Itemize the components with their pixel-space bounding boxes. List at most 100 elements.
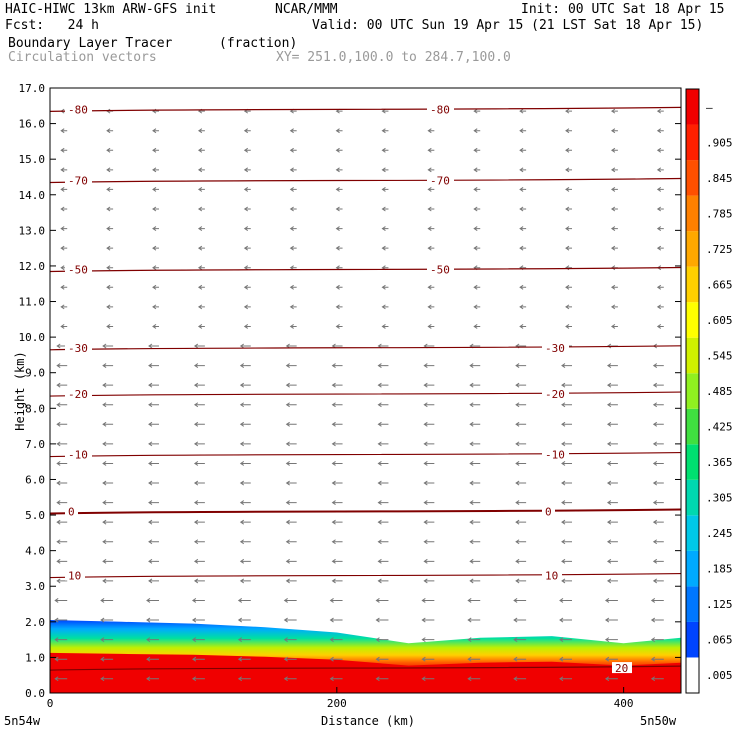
- wind-vector: [102, 402, 114, 408]
- wind-vector: [285, 539, 297, 545]
- y-tick-label: 15.0: [19, 153, 46, 166]
- wind-vector: [152, 245, 159, 251]
- wind-vector: [193, 343, 205, 349]
- contour-label: 10: [68, 570, 81, 583]
- wind-vector: [193, 421, 205, 427]
- wind-vector: [60, 147, 68, 153]
- wind-vector: [381, 304, 389, 310]
- wind-vector: [519, 128, 527, 134]
- wind-vector: [331, 441, 343, 447]
- colorbar-swatch: [686, 195, 699, 232]
- wind-vector: [148, 578, 159, 584]
- wind-vector: [100, 676, 114, 682]
- wind-vector: [421, 637, 435, 643]
- wind-vector: [331, 382, 343, 388]
- wind-vector: [473, 128, 481, 134]
- wind-vector: [237, 617, 251, 623]
- wind-vector: [515, 363, 527, 369]
- temperature-contour: [49, 391, 682, 397]
- wind-vector: [191, 656, 205, 662]
- wind-vector: [473, 187, 481, 192]
- wind-vector: [561, 363, 573, 369]
- temperature-contour: [49, 266, 682, 273]
- wind-vector: [473, 147, 481, 153]
- wind-vector: [335, 206, 343, 212]
- wind-vector: [239, 441, 251, 447]
- wind-vector: [606, 558, 618, 564]
- wind-vector: [606, 578, 618, 584]
- contour-label: -80: [68, 103, 88, 116]
- colorbar-swatch: [686, 444, 699, 480]
- wind-vector: [469, 480, 481, 486]
- wind-vector: [606, 500, 618, 506]
- wind-vector: [239, 421, 251, 427]
- wind-vector: [191, 598, 205, 603]
- wind-vector: [469, 558, 481, 564]
- wind-vector: [515, 480, 527, 486]
- contour-label-bg: [65, 388, 92, 400]
- wind-vector: [656, 284, 664, 290]
- wind-vector: [331, 363, 343, 369]
- wind-vector: [56, 441, 68, 447]
- wind-vector: [60, 187, 68, 192]
- wind-vector: [197, 226, 205, 231]
- wind-vector: [519, 187, 527, 192]
- contour-label: -20: [68, 388, 88, 401]
- wind-vector: [561, 500, 573, 506]
- wind-vector: [197, 128, 205, 134]
- temperature-contour: [49, 177, 682, 184]
- model-title: HAIC-HIWC 13km ARW-GFS init: [5, 2, 217, 17]
- wind-vector: [239, 558, 251, 564]
- y-tick-label: 2.0: [25, 616, 45, 629]
- wind-vector: [102, 578, 114, 584]
- temperature-contour: [49, 345, 682, 351]
- contour-label-bg: [427, 263, 454, 275]
- wind-vector: [469, 382, 481, 388]
- wind-vector: [335, 226, 343, 231]
- wind-vector: [335, 167, 343, 173]
- contour-label-bg: [427, 174, 454, 186]
- wind-vector: [56, 539, 68, 545]
- wind-vector: [565, 226, 573, 231]
- wind-vector: [285, 421, 297, 427]
- wind-vector: [239, 382, 251, 388]
- wind-vector: [513, 676, 527, 682]
- wind-vector: [427, 128, 435, 134]
- wind-vector: [423, 558, 435, 564]
- wind-vector: [515, 578, 527, 584]
- wind-vector: [519, 324, 527, 329]
- wind-vector: [335, 284, 343, 290]
- wind-vector: [243, 147, 251, 153]
- y-tick-label: 11.0: [19, 296, 46, 309]
- wind-vector: [375, 656, 389, 662]
- wind-vector: [421, 617, 435, 623]
- wind-vector: [656, 147, 664, 153]
- vectors-label: Circulation vectors: [8, 50, 157, 65]
- colorbar-swatch: [686, 89, 699, 125]
- wind-vector: [513, 656, 527, 662]
- wind-vector: [513, 598, 527, 603]
- wind-vector: [289, 147, 297, 153]
- x-tick-label: 400: [614, 697, 634, 710]
- wind-vector: [515, 461, 527, 466]
- wind-vector: [604, 656, 618, 662]
- wind-vector: [331, 461, 343, 466]
- colorbar-swatch: [686, 621, 699, 658]
- x-tick-label: 0: [47, 697, 54, 710]
- wind-vector: [239, 461, 251, 466]
- wind-vector: [102, 461, 114, 466]
- wind-vector: [237, 676, 251, 682]
- wind-vector: [106, 187, 114, 192]
- wind-vector: [289, 324, 297, 329]
- wind-vector: [515, 558, 527, 564]
- contour-label-bg: [542, 341, 569, 353]
- wind-vector: [102, 500, 114, 506]
- wind-vector: [375, 617, 389, 623]
- wind-vector: [656, 206, 664, 212]
- wind-vector: [610, 226, 618, 231]
- wind-vector: [289, 187, 297, 192]
- contour-label-bg: [542, 569, 562, 581]
- wind-vector: [381, 167, 389, 173]
- colorbar-label: .725: [706, 243, 733, 256]
- valid-time: Valid: 00 UTC Sun 19 Apr 15 (21 LST Sat …: [312, 18, 704, 33]
